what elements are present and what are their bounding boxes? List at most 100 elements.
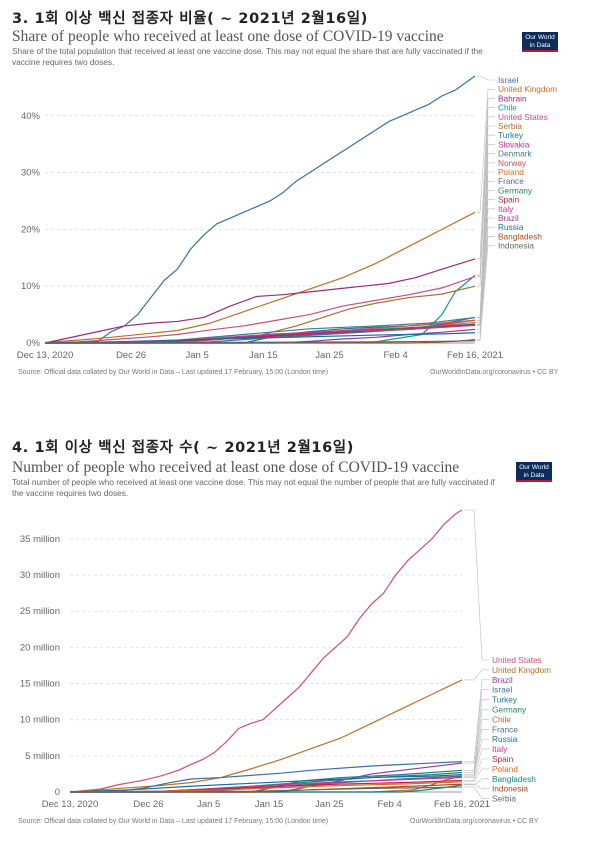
- x-tick-label: Dec 13, 2020: [42, 799, 99, 810]
- label-connector: [477, 171, 495, 323]
- count-line-chart: 0 5 million 10 million 15 million 20 million…: [20, 509, 551, 810]
- series-label: United Kingdom: [498, 84, 557, 94]
- label-connector: [464, 729, 489, 777]
- chart-subtitle: Share of the total population that recei…: [12, 46, 483, 67]
- label-connector: [464, 669, 489, 681]
- series-line-russia: [69, 774, 463, 793]
- label-connector: [477, 98, 495, 260]
- owid-logo: Our World in Data: [522, 32, 558, 52]
- label-connector: [464, 689, 489, 762]
- series-label: Spain: [498, 195, 520, 205]
- label-connector: [477, 116, 495, 277]
- series-line-indonesia: [45, 340, 476, 344]
- x-tick-label: Feb 16, 2021: [447, 350, 503, 361]
- label-connector: [477, 162, 495, 321]
- label-connector: [477, 208, 495, 326]
- y-tick-label: 30%: [21, 168, 41, 179]
- share-line-chart: 0% 10% 20% 30% 40% Dec 13, 2020 Dec 26 Jan 5 Jan…: [17, 75, 557, 361]
- series-label: Israel: [498, 75, 518, 85]
- series-label: Brazil: [498, 213, 519, 223]
- series-label: Poland: [492, 764, 518, 774]
- series-line-united-kingdom: [69, 679, 463, 793]
- label-connector: [464, 509, 489, 661]
- series-label: France: [492, 724, 518, 734]
- series-line-united-states: [44, 275, 476, 344]
- y-tick-label: 20 million: [20, 642, 60, 653]
- y-tick-label: 10%: [21, 281, 41, 292]
- y-tick-label: 15 million: [20, 679, 60, 690]
- series-label: Turkey: [498, 130, 524, 140]
- y-tick-label: 0: [55, 787, 60, 798]
- source-note: Source: Official data collated by Our Wo…: [18, 369, 329, 376]
- series-line-united-kingdom: [44, 211, 476, 344]
- series-label: Serbia: [492, 794, 516, 804]
- series-label: Italy: [492, 744, 508, 754]
- series-label: Norway: [498, 158, 527, 168]
- series-line-israel: [69, 761, 463, 793]
- label-connector: [464, 783, 489, 790]
- chart-subtitle: Total number of people who received at l…: [12, 477, 495, 498]
- y-tick-label: 30 million: [20, 570, 60, 581]
- label-connector: [477, 236, 495, 340]
- series-label: Denmark: [498, 149, 533, 159]
- y-tick-label: 40%: [21, 111, 41, 122]
- series-label: Bahrain: [498, 93, 527, 103]
- label-connector: [477, 88, 495, 213]
- label-connector: [464, 679, 489, 764]
- y-tick-label: 20%: [21, 224, 41, 235]
- series-label: Turkey: [492, 695, 518, 705]
- series-label: Chile: [498, 103, 517, 113]
- series-label: Slovakia: [498, 139, 530, 149]
- series-label: United States: [492, 655, 542, 665]
- x-tick-label: Dec 13, 2020: [17, 350, 74, 361]
- x-tick-label: Jan 15: [249, 350, 278, 361]
- series-label: Bangladesh: [498, 231, 542, 241]
- source-link[interactable]: OurWorldInData.org/coronavirus • CC BY: [410, 818, 539, 825]
- owid-logo: Our World in Data: [516, 462, 552, 482]
- label-connector: [464, 709, 489, 773]
- label-connector: [477, 226, 495, 334]
- series-label: United Kingdom: [492, 665, 551, 675]
- label-connector: [477, 199, 495, 326]
- x-tick-label: Jan 5: [197, 799, 220, 810]
- label-connector: [477, 125, 495, 287]
- series-label: Serbia: [498, 121, 522, 131]
- series-label: Indonesia: [492, 784, 528, 794]
- x-tick-label: Jan 5: [186, 350, 209, 361]
- source-note: Source: Official data collated by Our Wo…: [18, 818, 329, 825]
- series-label: Spain: [492, 754, 514, 764]
- series-label: Chile: [492, 714, 511, 724]
- label-connector: [477, 190, 495, 325]
- label-connector: [464, 778, 489, 786]
- series-label: Bangladesh: [492, 774, 536, 784]
- label-connector: [477, 153, 495, 318]
- series-label: Germany: [498, 185, 533, 195]
- series-line-poland: [69, 781, 463, 793]
- series-label: Brazil: [492, 675, 513, 685]
- series-label: France: [498, 176, 524, 186]
- series-label: Russia: [498, 222, 524, 232]
- y-tick-label: 25 million: [20, 606, 60, 617]
- y-tick-label: 10 million: [20, 715, 60, 726]
- label-connector: [464, 699, 489, 771]
- series-line-bahrain: [44, 258, 476, 344]
- korean-heading: 3. 1회 이상 백신 접종자 비율( ~ 2021년 2월16일): [12, 11, 368, 27]
- series-label: Indonesia: [498, 241, 534, 251]
- label-connector: [464, 748, 489, 778]
- series-line-russia: [44, 332, 476, 344]
- x-tick-label: Jan 25: [315, 799, 344, 810]
- x-tick-label: Jan 25: [315, 350, 344, 361]
- label-connector: [477, 75, 495, 81]
- series-label: Germany: [492, 705, 527, 715]
- y-tick-label: 0%: [26, 338, 40, 349]
- series-label: Russia: [492, 734, 518, 744]
- source-link[interactable]: OurWorldInData.org/coronavirus • CC BY: [430, 369, 559, 376]
- label-connector: [477, 217, 495, 330]
- y-tick-label: 35 million: [20, 534, 60, 545]
- label-connector: [464, 786, 489, 799]
- y-tick-label: 5 million: [25, 751, 60, 762]
- x-tick-label: Feb 16, 2021: [434, 799, 490, 810]
- chart-title: Share of people who received at least on…: [12, 28, 444, 45]
- korean-heading: 4. 1회 이상 백신 접종자 수( ~ 2021년 2월16일): [12, 440, 354, 456]
- x-tick-label: Feb 4: [377, 799, 401, 810]
